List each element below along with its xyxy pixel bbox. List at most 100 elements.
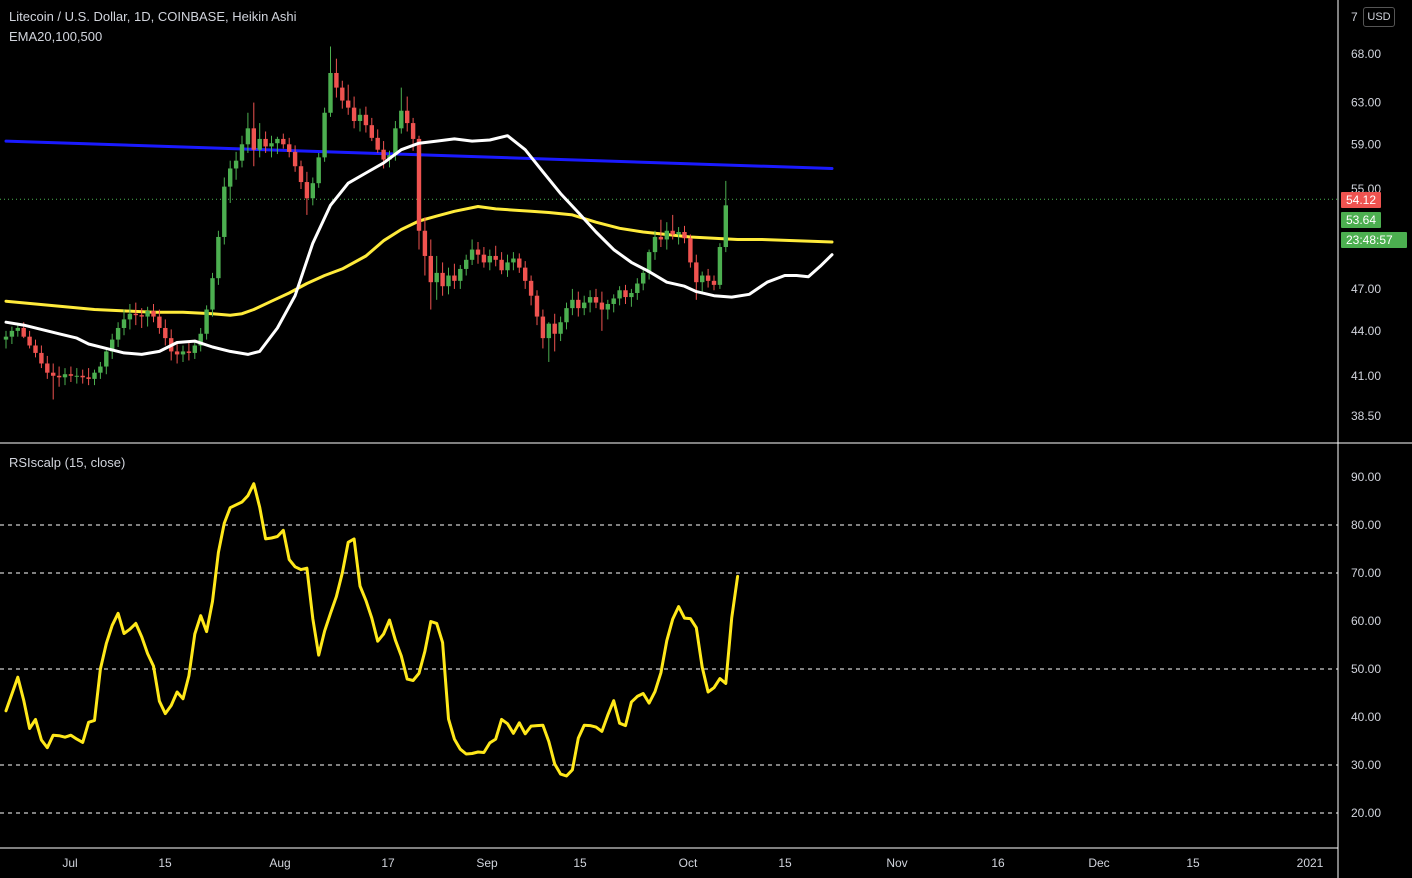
candle — [528, 275, 534, 306]
candle-body — [469, 249, 475, 260]
candle — [635, 278, 640, 300]
bar-countdown-label: 23:48:57 — [1341, 232, 1407, 248]
candle-body — [263, 138, 268, 147]
candle — [552, 313, 557, 352]
candle — [723, 180, 728, 253]
candle — [700, 271, 705, 292]
candle — [186, 341, 192, 361]
candle-body — [528, 280, 534, 296]
candle-body — [481, 254, 487, 263]
candle — [570, 288, 575, 316]
candle-body — [298, 166, 304, 183]
candle — [222, 177, 227, 245]
candle-body — [357, 114, 363, 122]
candle — [27, 330, 32, 349]
candle — [151, 303, 156, 323]
candle — [587, 290, 593, 313]
rsi-tick-label: 90.00 — [1351, 470, 1381, 484]
candle — [676, 227, 681, 245]
candle — [540, 309, 546, 349]
candle-body — [582, 302, 587, 309]
candle-body — [180, 351, 186, 355]
candle — [652, 230, 658, 260]
price-tick-label: 38.50 — [1351, 409, 1381, 423]
candle-body — [121, 319, 127, 328]
time-tick-label: 15 — [573, 856, 587, 870]
candle-body — [281, 138, 286, 145]
candle — [357, 108, 363, 132]
candle — [298, 160, 304, 189]
candle — [269, 135, 274, 158]
rsi-indicator-legend[interactable]: RSIscalp (15, close) — [9, 455, 126, 470]
candle-body — [405, 110, 410, 124]
candle — [340, 80, 345, 109]
candle-body — [499, 259, 504, 271]
candle-body — [80, 375, 85, 378]
candle — [127, 303, 133, 330]
candle-body — [110, 339, 115, 352]
candle-body — [694, 262, 699, 283]
currency-button[interactable]: USD — [1363, 7, 1395, 27]
last-price-label: 54.12 — [1341, 192, 1382, 208]
candle — [505, 254, 510, 277]
candle — [198, 327, 203, 352]
candle-body — [511, 258, 516, 263]
candle-body — [3, 336, 9, 340]
price-tick-label: 44.00 — [1351, 324, 1381, 338]
candle — [316, 152, 321, 188]
candle-body — [629, 292, 634, 298]
candle — [363, 106, 369, 133]
price-tick-label: 63.00 — [1351, 96, 1381, 110]
candle — [239, 135, 245, 168]
candle-body — [611, 298, 616, 304]
candle — [499, 252, 504, 275]
candle — [328, 46, 333, 117]
candle-body — [576, 299, 581, 309]
candle-body — [251, 128, 256, 150]
time-tick-label: Aug — [269, 856, 290, 870]
candle-body — [446, 275, 451, 287]
candle-body — [56, 375, 62, 378]
candle-body — [115, 327, 121, 340]
candle — [605, 299, 610, 320]
candle — [228, 160, 233, 203]
candle-body — [39, 352, 44, 364]
candle — [174, 342, 180, 364]
rsi-tick-label: 80.00 — [1351, 518, 1381, 532]
candle — [534, 290, 540, 326]
candle-body — [204, 309, 209, 334]
candle-body — [363, 114, 369, 126]
candle-body — [127, 313, 133, 320]
candle-body — [700, 275, 705, 283]
candle — [664, 222, 669, 250]
candle-body — [346, 100, 351, 108]
candle — [682, 225, 687, 244]
candle — [558, 316, 563, 342]
candle — [145, 306, 150, 327]
candle-body — [416, 138, 422, 231]
candle-body — [133, 313, 138, 316]
candle-body — [617, 290, 622, 299]
candle-body — [623, 290, 628, 298]
candle — [582, 295, 587, 316]
candle — [192, 339, 197, 359]
candle-body — [198, 333, 203, 346]
candle — [576, 291, 581, 317]
candle — [86, 368, 91, 386]
time-tick-label: Nov — [886, 856, 907, 870]
candle-body — [664, 230, 669, 240]
rsi-line — [4, 482, 740, 778]
candle-body — [587, 297, 593, 303]
rsi-tick-label: 50.00 — [1351, 662, 1381, 676]
candle-body — [275, 138, 280, 144]
candle — [51, 363, 56, 400]
candle — [292, 145, 298, 172]
candles-group — [3, 46, 728, 400]
ema-indicator-legend[interactable]: EMA20,100,500 — [9, 29, 103, 44]
candle-body — [688, 238, 693, 263]
candle — [68, 366, 74, 383]
candle-body — [351, 107, 357, 122]
candle — [399, 87, 404, 134]
candle — [322, 107, 327, 162]
candle-body — [269, 143, 274, 147]
